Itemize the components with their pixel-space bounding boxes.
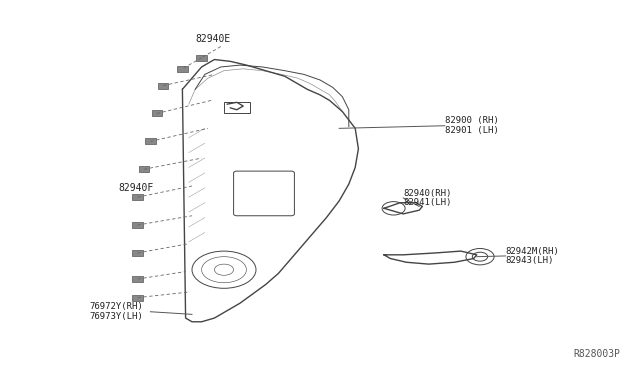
Text: 82900 (RH): 82900 (RH)	[445, 116, 499, 125]
Bar	[132, 222, 143, 228]
Text: 76972Y(RH): 76972Y(RH)	[90, 302, 143, 311]
Text: 82941(LH): 82941(LH)	[403, 198, 452, 207]
Text: 76973Y(LH): 76973Y(LH)	[90, 312, 143, 321]
Text: 82940F: 82940F	[118, 183, 154, 193]
Bar	[132, 276, 143, 282]
Bar	[132, 295, 143, 301]
Text: 82943(LH): 82943(LH)	[506, 256, 554, 265]
Bar	[224, 102, 250, 113]
Bar	[145, 138, 156, 144]
Bar	[132, 250, 143, 256]
Text: 82942M(RH): 82942M(RH)	[506, 247, 559, 256]
Bar	[132, 194, 143, 200]
Text: 82940E: 82940E	[195, 34, 231, 44]
Text: 82901 (LH): 82901 (LH)	[445, 126, 499, 135]
Bar	[158, 83, 168, 89]
Bar	[139, 166, 149, 172]
Bar	[196, 55, 207, 61]
Text: 82940(RH): 82940(RH)	[403, 189, 452, 198]
Bar	[177, 66, 188, 72]
Bar	[152, 110, 162, 116]
Text: R828003P: R828003P	[574, 349, 621, 359]
